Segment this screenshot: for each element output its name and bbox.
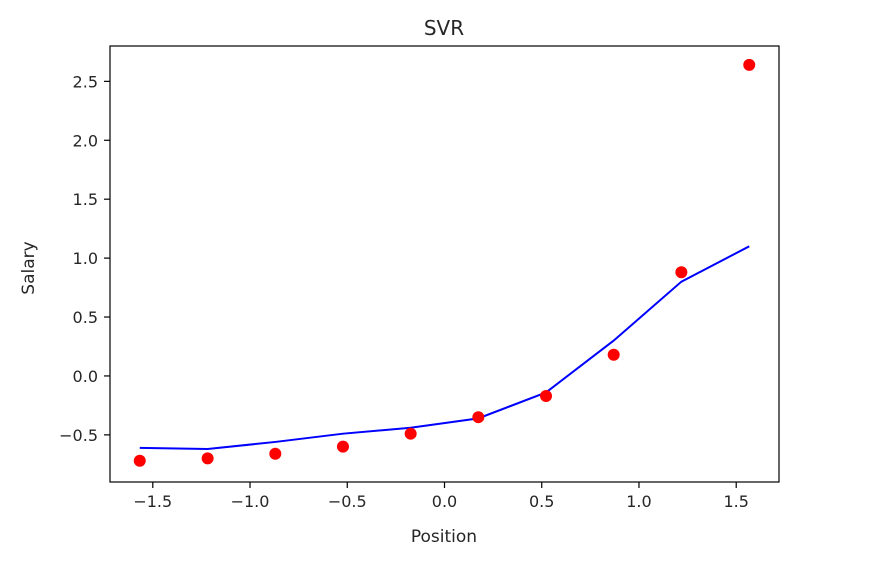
x-tick-label: 1.0 xyxy=(626,492,651,511)
y-tick-label: −0.5 xyxy=(59,426,98,445)
data-point-6 xyxy=(472,411,485,424)
y-tick-label: 2.5 xyxy=(73,72,98,91)
x-tick-label: 1.5 xyxy=(723,492,748,511)
x-axis-ticks: −1.5 −1.0 −0.5 0.0 0.5 1.0 1.5 xyxy=(133,482,749,511)
data-point-7 xyxy=(540,389,553,402)
x-tick-label: −1.0 xyxy=(231,492,270,511)
y-axis-label: Salary xyxy=(19,241,39,294)
data-point-10 xyxy=(743,58,756,71)
y-tick-label: 1.5 xyxy=(73,190,98,209)
y-axis-ticks: −0.5 0.0 0.5 1.0 1.5 2.0 2.5 xyxy=(59,72,110,445)
x-axis-label: Position xyxy=(411,527,477,547)
plot-area xyxy=(109,45,780,483)
data-point-3 xyxy=(269,447,282,460)
y-tick-label: 0.5 xyxy=(73,308,98,327)
axes-frame xyxy=(109,45,780,483)
data-point-1 xyxy=(133,454,146,467)
x-tick-label: 0.5 xyxy=(529,492,554,511)
y-tick-label: 0.0 xyxy=(73,367,98,386)
x-tick-label: −0.5 xyxy=(328,492,367,511)
data-point-2 xyxy=(201,452,214,465)
svr-fit-line xyxy=(139,245,750,451)
data-point-8 xyxy=(607,348,620,361)
chart-title: SVR xyxy=(424,16,464,40)
data-point-4 xyxy=(336,440,349,453)
data-point-9 xyxy=(675,266,688,279)
y-tick-label: 2.0 xyxy=(73,131,98,150)
data-point-5 xyxy=(404,427,417,440)
x-tick-label: 0.0 xyxy=(432,492,457,511)
y-tick-label: 1.0 xyxy=(73,249,98,268)
x-tick-label: −1.5 xyxy=(133,492,172,511)
